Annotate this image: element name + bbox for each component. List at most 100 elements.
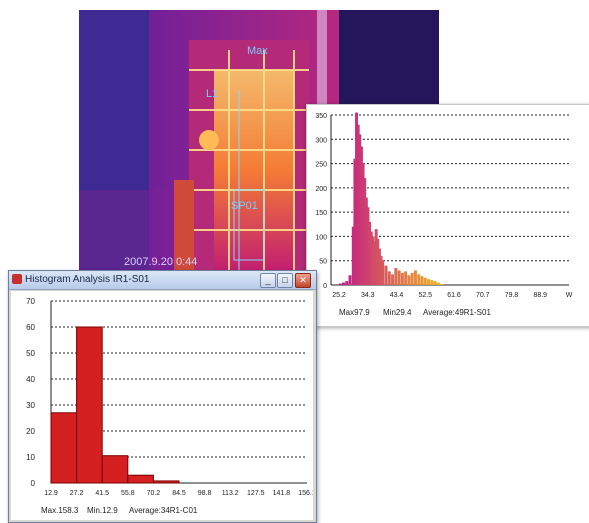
timestamp-label: 2007.9.20 0:44 bbox=[124, 256, 198, 268]
histogram-bar bbox=[371, 236, 375, 285]
histogram-bar bbox=[423, 277, 427, 285]
x-tick-label: 98.8 bbox=[198, 490, 212, 497]
histogram-bar bbox=[433, 281, 437, 285]
x-tick-label: 127.5 bbox=[247, 490, 265, 497]
front-max-value: Max.158.3 bbox=[41, 506, 79, 515]
histogram-window-back: 0 50 100 150 200 250 300 350 25.2 34.3 43.4 52.5 61.… bbox=[306, 104, 589, 327]
histogram-bar bbox=[376, 238, 380, 285]
histogram-bar bbox=[391, 274, 395, 285]
histogram-bar bbox=[394, 268, 398, 285]
histogram-bar bbox=[363, 178, 367, 285]
histogram-bar bbox=[366, 207, 370, 285]
close-button[interactable]: ✕ bbox=[295, 273, 311, 288]
histogram-bar bbox=[368, 221, 372, 285]
histogram-bar bbox=[413, 270, 417, 285]
histogram-bar bbox=[101, 455, 129, 484]
y-tick-label: 100 bbox=[315, 234, 327, 241]
histogram-bar bbox=[440, 284, 444, 285]
histogram-bar bbox=[400, 272, 404, 285]
x-tick-label: 27.2 bbox=[70, 490, 84, 497]
histogram-bar bbox=[345, 281, 349, 285]
histogram-bar bbox=[436, 282, 440, 285]
histogram-bar bbox=[356, 124, 360, 285]
histogram-bar bbox=[404, 271, 408, 285]
x-tick-label: 61.6 bbox=[447, 292, 461, 299]
x-tick-label: 55.8 bbox=[121, 490, 135, 497]
x-tick-label: 34.3 bbox=[361, 292, 375, 299]
y-tick-label: 70 bbox=[26, 297, 35, 306]
window-titlebar[interactable]: Histogram Analysis IR1-S01 _ □ ✕ bbox=[9, 271, 316, 290]
x-tick-label: 88.9 bbox=[533, 292, 547, 299]
x-tick-label: 84.5 bbox=[172, 490, 186, 497]
histogram-bar bbox=[430, 280, 434, 285]
y-tick-label: 40 bbox=[26, 375, 35, 384]
histogram-bar bbox=[361, 163, 365, 285]
x-tick-label: 156.1 bbox=[298, 490, 313, 497]
y-tick-label: 50 bbox=[319, 259, 327, 266]
y-tick-label: 350 bbox=[315, 113, 327, 120]
histogram-bar bbox=[374, 229, 378, 285]
minimize-button[interactable]: _ bbox=[260, 273, 276, 288]
histogram-bar bbox=[353, 158, 357, 285]
histogram-bar bbox=[387, 271, 391, 285]
x-tick-label: 79.8 bbox=[505, 292, 519, 299]
x-tick-label: W bbox=[566, 292, 573, 299]
spot-marker-label: SP01 bbox=[231, 200, 258, 212]
y-tick-label: 0 bbox=[323, 283, 327, 290]
x-tick-label: 25.2 bbox=[332, 292, 346, 299]
line-marker-label: L1 bbox=[206, 88, 219, 100]
histogram-bar bbox=[351, 226, 355, 285]
histogram-plot-area: 0 10 20 30 40 50 60 70 12.9 27.2 41.5 55.8 70.2 84.5 9… bbox=[11, 291, 313, 520]
histogram-bar bbox=[377, 248, 381, 285]
x-tick-label: 70.2 bbox=[147, 490, 161, 497]
histogram-bar bbox=[427, 279, 431, 285]
x-tick-label: 12.9 bbox=[44, 490, 58, 497]
y-tick-label: 60 bbox=[26, 323, 35, 332]
maximize-button[interactable]: □ bbox=[277, 273, 293, 288]
y-tick-label: 10 bbox=[26, 453, 35, 462]
histogram-bar bbox=[152, 480, 180, 484]
histogram-bar bbox=[381, 260, 385, 285]
histogram-analysis-window: Histogram Analysis IR1-S01 _ □ ✕ 0 10 20 30… bbox=[8, 270, 317, 523]
max-marker-label: Max bbox=[247, 45, 268, 57]
y-tick-label: 250 bbox=[315, 162, 327, 169]
histogram-bar bbox=[410, 272, 414, 285]
histogram-bar bbox=[373, 241, 377, 285]
y-tick-label: 20 bbox=[26, 427, 35, 436]
histogram-bar bbox=[359, 146, 363, 285]
histogram-bar bbox=[338, 283, 342, 285]
x-tick-label: 141.8 bbox=[273, 490, 291, 497]
histogram-bar bbox=[379, 255, 383, 285]
front-average-value: Average:34R1-C01 bbox=[129, 506, 198, 515]
back-average-value: Average:49R1-S01 bbox=[423, 308, 491, 317]
window-title: Histogram Analysis IR1-S01 bbox=[25, 274, 150, 285]
app-icon bbox=[12, 274, 22, 284]
histogram-bar bbox=[50, 412, 78, 484]
histogram-bar bbox=[369, 231, 373, 285]
y-tick-label: 300 bbox=[315, 137, 327, 144]
histogram-bar bbox=[76, 326, 103, 484]
y-tick-label: 150 bbox=[315, 210, 327, 217]
back-max-value: Max97.9 bbox=[339, 308, 370, 317]
histogram-bar bbox=[341, 282, 345, 285]
front-min-value: Min.12.9 bbox=[87, 506, 118, 515]
histogram-bar bbox=[407, 275, 411, 285]
x-tick-label: 41.5 bbox=[95, 490, 109, 497]
histogram-bar bbox=[364, 197, 368, 285]
x-tick-label: 70.7 bbox=[476, 292, 490, 299]
x-tick-label: 113.2 bbox=[222, 490, 239, 497]
histogram-bar bbox=[358, 134, 362, 285]
y-tick-label: 0 bbox=[31, 479, 36, 488]
histogram-front-chart: 0 10 20 30 40 50 60 70 12.9 27.2 41.5 55.8 70.2 84.5 9… bbox=[26, 297, 313, 497]
x-tick-label: 43.4 bbox=[390, 292, 404, 299]
histogram-bar bbox=[348, 275, 352, 285]
histogram-bar bbox=[384, 265, 388, 285]
y-tick-label: 200 bbox=[315, 186, 327, 193]
histogram-bar bbox=[417, 274, 421, 285]
x-tick-label: 52.5 bbox=[418, 292, 432, 299]
histogram-bar bbox=[127, 474, 154, 484]
y-tick-label: 30 bbox=[26, 401, 35, 410]
histogram-bar bbox=[397, 270, 401, 285]
histogram-bar bbox=[420, 276, 424, 285]
back-min-value: Min29.4 bbox=[383, 308, 412, 317]
